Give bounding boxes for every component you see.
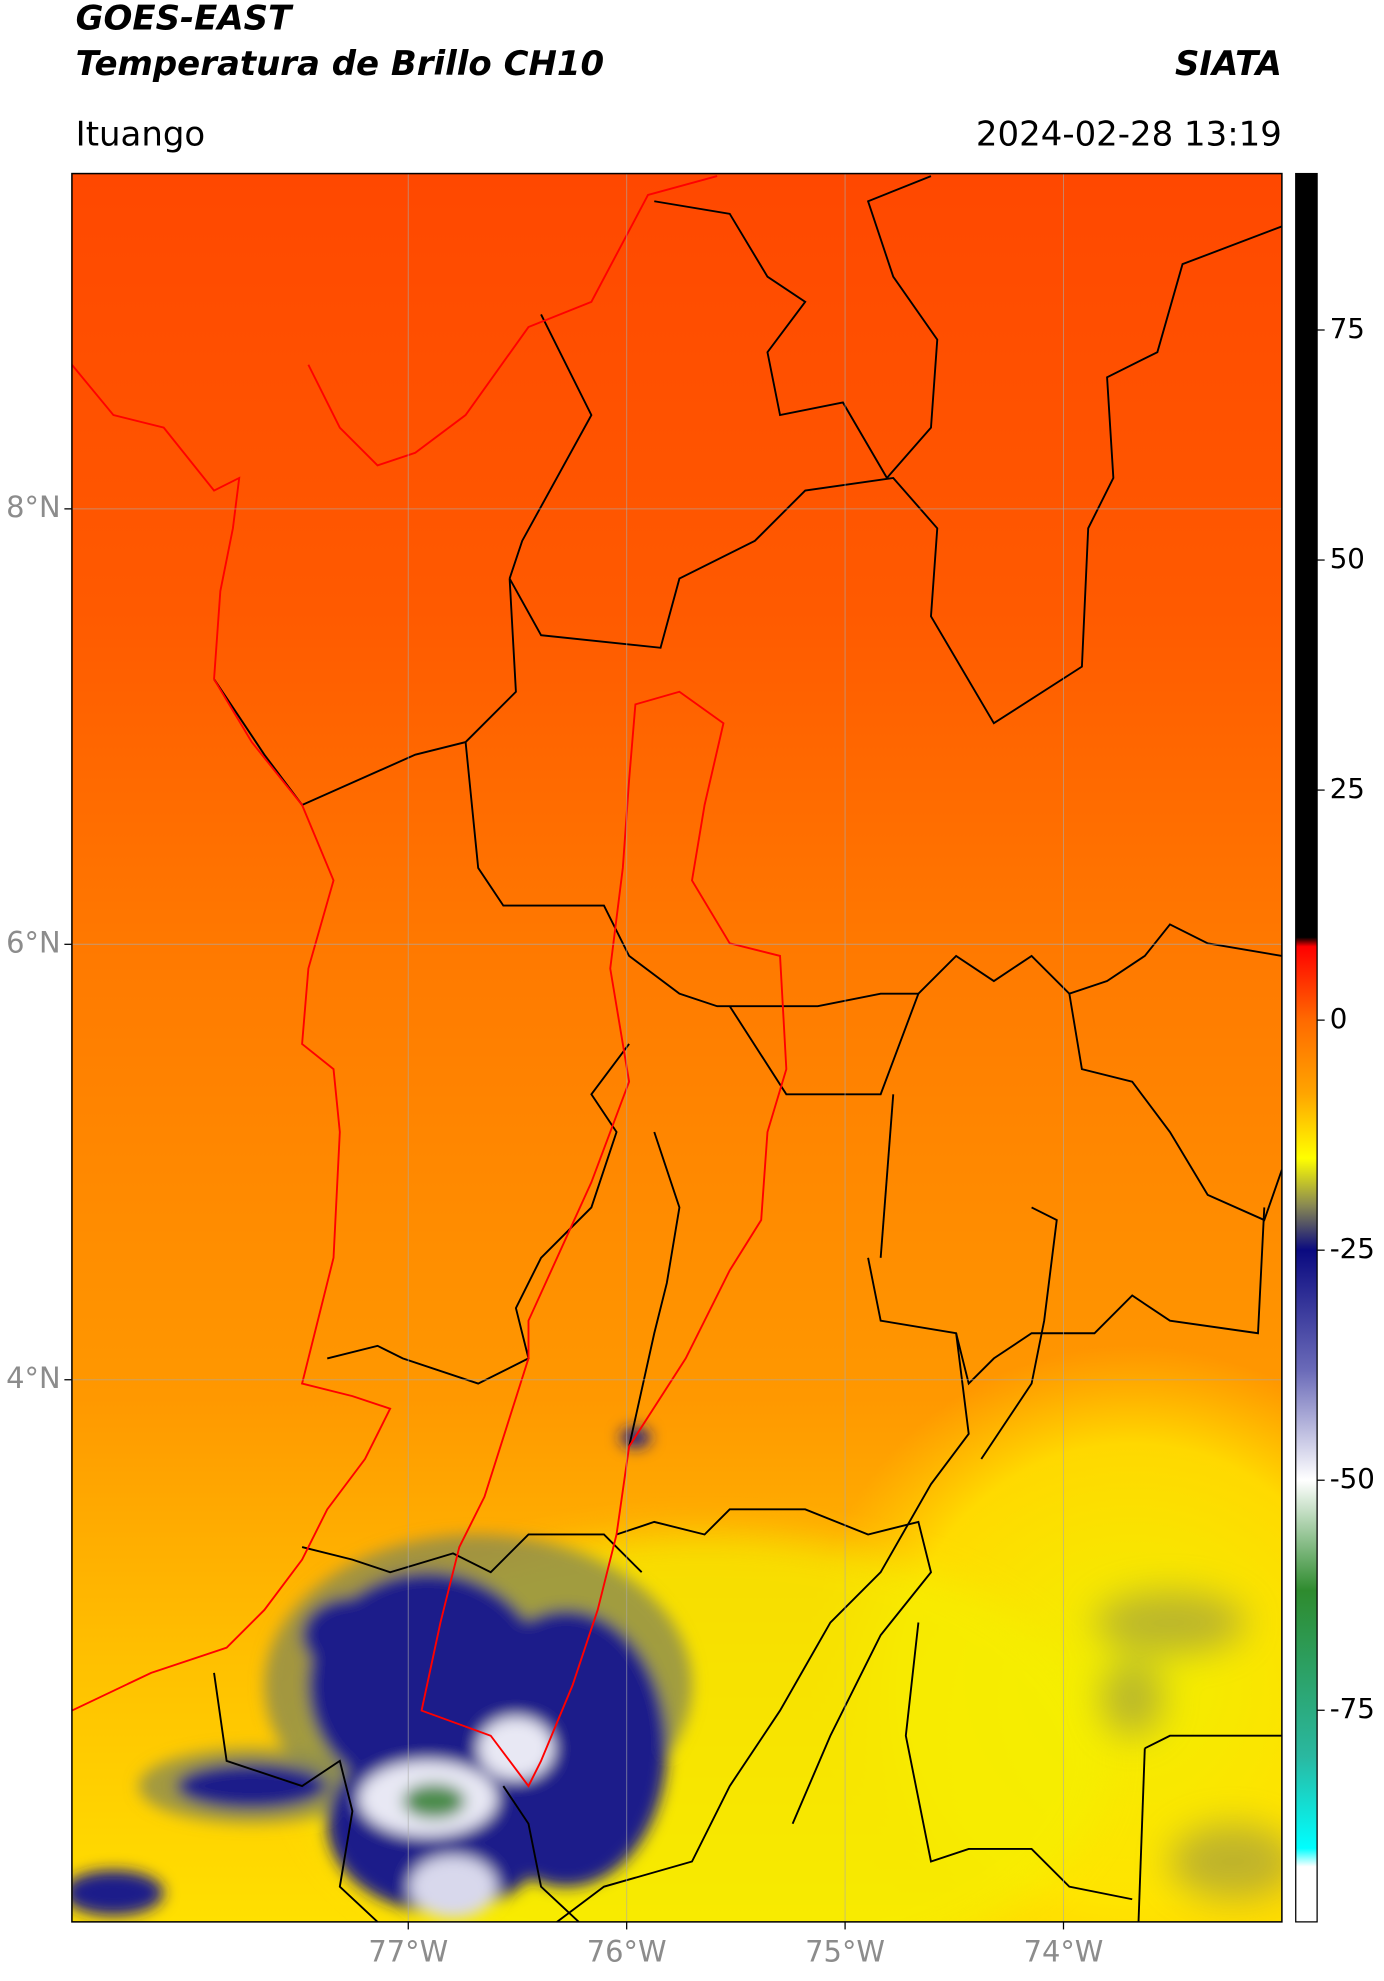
cloud-sw bbox=[71, 1427, 692, 1919]
y-tick-label: 8°N bbox=[6, 490, 60, 524]
cloud-se bbox=[1094, 1591, 1282, 1900]
map-field bbox=[71, 173, 1282, 1922]
x-tick-label: 76°W bbox=[587, 1934, 667, 1968]
coastline-and-basin bbox=[71, 175, 788, 1788]
colorbar-tick-label: 0 bbox=[1330, 1002, 1348, 1035]
colorbar-tick-label: -75 bbox=[1330, 1692, 1375, 1725]
title: GOES-EAST bbox=[76, 0, 294, 39]
y-tick-label: 4°N bbox=[6, 1361, 60, 1395]
source: SIATA bbox=[1175, 44, 1282, 84]
colorbar-tick-label: 75 bbox=[1330, 312, 1365, 345]
colorbar-tick-label: -25 bbox=[1330, 1232, 1375, 1265]
colorbar-tick-label: 25 bbox=[1330, 772, 1365, 805]
datetime: 2024-02-28 13:19 bbox=[976, 114, 1282, 154]
x-tick-label: 75°W bbox=[805, 1934, 885, 1968]
colorbar-tick-label: -50 bbox=[1330, 1462, 1375, 1495]
location: Ituango bbox=[76, 114, 206, 154]
x-tick-label: 77°W bbox=[368, 1934, 448, 1968]
map-frame bbox=[71, 172, 1283, 1923]
subtitle: Temperatura de Brillo CH10 bbox=[76, 44, 604, 84]
gridlines bbox=[64, 173, 1282, 1930]
colorbar-tick-label: 50 bbox=[1330, 542, 1365, 575]
borders bbox=[213, 175, 1282, 1922]
x-tick-label: 74°W bbox=[1024, 1934, 1104, 1968]
colorbar bbox=[1295, 172, 1318, 1923]
y-tick-label: 6°N bbox=[6, 925, 60, 959]
